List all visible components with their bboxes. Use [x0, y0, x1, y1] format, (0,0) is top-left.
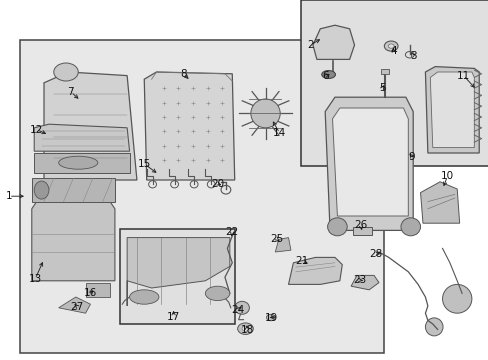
Ellipse shape — [242, 326, 248, 331]
Text: 18: 18 — [240, 325, 253, 336]
Polygon shape — [312, 25, 354, 59]
Polygon shape — [420, 182, 459, 223]
Text: 7: 7 — [67, 87, 74, 97]
Ellipse shape — [54, 63, 78, 81]
FancyBboxPatch shape — [120, 229, 234, 324]
Text: 20: 20 — [211, 179, 224, 189]
Text: 23: 23 — [352, 275, 366, 285]
Polygon shape — [34, 153, 129, 173]
Ellipse shape — [234, 301, 249, 314]
Text: 12: 12 — [30, 125, 43, 135]
Text: 8: 8 — [180, 69, 186, 79]
Polygon shape — [332, 108, 407, 216]
Ellipse shape — [59, 156, 98, 169]
Text: 4: 4 — [389, 46, 396, 56]
Text: 11: 11 — [456, 71, 469, 81]
Ellipse shape — [34, 181, 49, 199]
Polygon shape — [325, 97, 412, 230]
Ellipse shape — [384, 41, 397, 51]
Ellipse shape — [327, 218, 346, 236]
Text: 9: 9 — [407, 152, 414, 162]
Text: 24: 24 — [231, 305, 244, 315]
Text: 21: 21 — [295, 256, 308, 266]
Polygon shape — [85, 283, 110, 297]
FancyBboxPatch shape — [20, 40, 383, 353]
Ellipse shape — [400, 218, 420, 236]
Polygon shape — [127, 238, 229, 306]
Text: 10: 10 — [440, 171, 453, 181]
Polygon shape — [144, 72, 234, 180]
Polygon shape — [275, 238, 290, 252]
Text: 27: 27 — [70, 302, 84, 312]
Polygon shape — [32, 198, 115, 281]
Text: 6: 6 — [321, 71, 328, 81]
Text: 15: 15 — [137, 159, 151, 169]
Text: 26: 26 — [353, 220, 367, 230]
Text: 13: 13 — [28, 274, 42, 284]
Polygon shape — [59, 297, 90, 313]
Ellipse shape — [205, 286, 229, 301]
Text: 25: 25 — [270, 234, 284, 244]
Polygon shape — [288, 257, 342, 284]
Polygon shape — [429, 72, 473, 148]
Ellipse shape — [237, 323, 253, 334]
Text: 28: 28 — [368, 249, 382, 259]
Polygon shape — [32, 178, 115, 202]
Bar — [381, 69, 388, 74]
Bar — [352, 227, 371, 235]
Polygon shape — [425, 67, 478, 153]
Text: 17: 17 — [166, 312, 180, 322]
Polygon shape — [350, 275, 378, 290]
Text: 16: 16 — [83, 288, 97, 298]
Polygon shape — [34, 124, 129, 151]
Ellipse shape — [425, 318, 442, 336]
Text: 19: 19 — [264, 312, 278, 323]
Text: 2: 2 — [306, 40, 313, 50]
Text: 5: 5 — [378, 83, 385, 93]
Ellipse shape — [266, 314, 275, 321]
Ellipse shape — [129, 290, 159, 304]
Text: 22: 22 — [225, 227, 239, 237]
Ellipse shape — [250, 99, 280, 128]
Ellipse shape — [321, 71, 335, 78]
FancyBboxPatch shape — [300, 0, 488, 166]
Polygon shape — [44, 72, 137, 180]
Text: 1: 1 — [5, 191, 12, 201]
Text: 14: 14 — [272, 128, 286, 138]
Ellipse shape — [387, 44, 393, 48]
Text: 3: 3 — [409, 51, 416, 61]
Ellipse shape — [442, 284, 471, 313]
